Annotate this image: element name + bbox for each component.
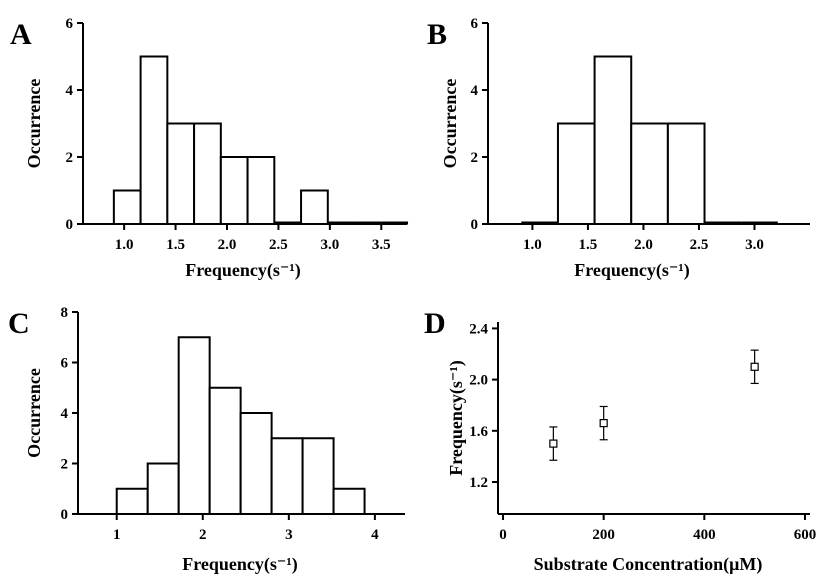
y-tick-label: 4 — [61, 406, 69, 422]
histogram-bar — [115, 487, 149, 515]
histogram-bar — [239, 412, 273, 515]
y-tick-label: 2.0 — [469, 373, 488, 389]
y-tick-label: 1.6 — [469, 424, 488, 440]
y-tick-label: 6 — [61, 356, 69, 372]
x-tick-label: 600 — [794, 527, 817, 543]
x-tick-label: 2 — [199, 527, 207, 543]
x-tick-label: 1.0 — [523, 237, 542, 253]
panel-letter-d: D — [424, 307, 446, 340]
x-axis-label: Frequency(s⁻¹) — [574, 260, 690, 281]
x-tick-label: 3.0 — [320, 237, 339, 253]
histogram-bar — [219, 156, 249, 225]
histogram-a: 0 2 4 6 1.0 1.5 2.0 2.5 3.0 3.5 Frequency(s⁻¹) Occu… — [24, 16, 409, 281]
data-point — [549, 439, 558, 448]
panel-letter-c: C — [8, 307, 30, 340]
histogram-bar — [556, 122, 596, 225]
histogram-bar — [177, 336, 211, 515]
histogram-bar — [332, 487, 366, 515]
histogram-bar — [246, 156, 276, 225]
y-tick-label: 6 — [66, 16, 74, 32]
histogram-bar — [112, 189, 142, 225]
x-tick-label: 2.5 — [690, 237, 709, 253]
x-axis-label: Frequency(s⁻¹) — [182, 554, 298, 575]
x-tick-label: 3.5 — [372, 237, 391, 253]
y-tick-label: 8 — [61, 305, 69, 321]
scatter-d: 1.2 1.6 2.0 2.4 0 200 400 600 Substrate Concentr… — [446, 321, 816, 575]
histogram-bar — [208, 386, 242, 515]
y-tick-label: 6 — [471, 16, 479, 32]
y-axis-label: Occurrence — [24, 79, 44, 169]
x-tick-label: 0 — [499, 527, 507, 543]
histogram-bar — [166, 122, 196, 225]
histogram-bar — [301, 437, 335, 515]
y-tick-label: 4 — [66, 83, 74, 99]
histogram-c: 0 2 4 6 8 1 2 3 4 Frequency(s⁻¹) Occurrence — [24, 305, 405, 575]
x-tick-label: 3.0 — [745, 237, 764, 253]
x-tick-label: 1.5 — [579, 237, 598, 253]
histogram-bar — [146, 462, 180, 515]
y-axis-label: Occurrence — [24, 368, 44, 458]
x-tick-label: 1.0 — [115, 237, 134, 253]
histogram-b: 0 2 4 6 1.0 1.5 2.0 2.5 3.0 Frequency(s⁻¹) Occurre… — [440, 16, 810, 281]
histogram-bar — [139, 55, 169, 225]
histogram-bar — [193, 122, 222, 225]
data-point — [750, 362, 759, 371]
y-tick-label: 2.4 — [469, 321, 488, 337]
panel-letter-b: B — [427, 18, 447, 51]
y-tick-label: 4 — [471, 83, 479, 99]
y-tick-label: 2 — [471, 150, 479, 166]
y-tick-label: 0 — [471, 217, 479, 233]
x-tick-label: 200 — [592, 527, 615, 543]
x-tick-label: 2.5 — [269, 237, 288, 253]
histogram-bar — [630, 122, 669, 225]
data-point — [599, 419, 608, 428]
x-tick-label: 1 — [113, 527, 121, 543]
y-tick-label: 0 — [61, 507, 69, 523]
y-tick-label: 2 — [61, 457, 69, 473]
y-axis-label: Occurrence — [440, 79, 460, 169]
histogram-bar — [300, 189, 329, 225]
x-tick-label: 1.5 — [166, 237, 185, 253]
y-tick-label: 1.2 — [469, 475, 488, 491]
x-tick-label: 2.0 — [634, 237, 653, 253]
y-tick-label: 2 — [66, 150, 74, 166]
histogram-bar — [666, 122, 706, 225]
x-tick-label: 400 — [693, 527, 716, 543]
x-axis-label: Frequency(s⁻¹) — [185, 260, 301, 281]
x-tick-label: 4 — [371, 527, 379, 543]
y-tick-label: 0 — [66, 217, 74, 233]
x-tick-label: 3 — [285, 527, 293, 543]
panel-letter-a: A — [10, 18, 32, 51]
x-tick-label: 2.0 — [218, 237, 237, 253]
x-axis-label: Substrate Concentration(μM) — [534, 554, 763, 575]
y-axis-label: Frequency(s⁻¹) — [446, 360, 467, 476]
histogram-bar — [270, 437, 304, 515]
histogram-bar — [593, 55, 633, 225]
